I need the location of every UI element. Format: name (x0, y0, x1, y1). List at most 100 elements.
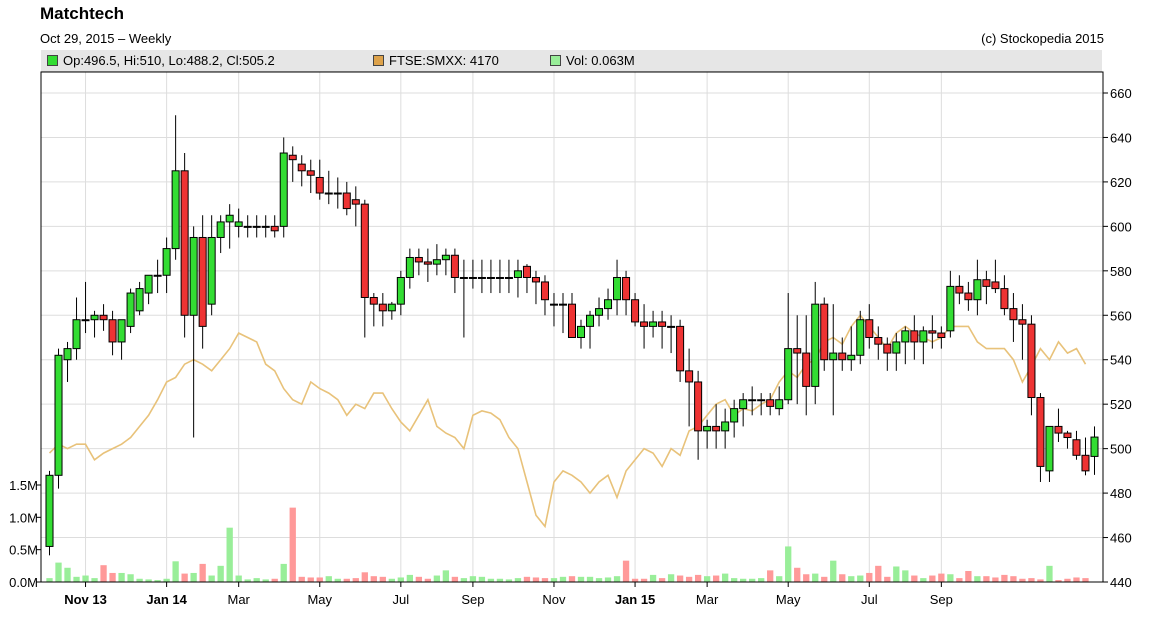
candle-body (135, 288, 144, 312)
volume-bar (433, 575, 441, 582)
volume-bar (785, 546, 792, 582)
candle-body (1054, 425, 1063, 434)
price-axis-label: 660 (1110, 86, 1132, 101)
volume-bar (82, 575, 89, 582)
price-axis-label: 480 (1110, 486, 1132, 501)
candle-body (234, 221, 243, 227)
candle-body (928, 330, 937, 334)
candle-body (144, 274, 153, 294)
x-axis-label: Nov 13 (64, 592, 107, 607)
candle-body (396, 276, 405, 305)
volume-bar (875, 565, 882, 582)
volume-bar (1064, 578, 1071, 582)
x-axis-label: Nov (542, 592, 566, 607)
candle-body (216, 221, 225, 238)
volume-bar (514, 578, 522, 582)
candle-body (477, 276, 486, 279)
candle-body (342, 192, 351, 210)
volume-bar (577, 576, 585, 582)
candle-body (261, 225, 270, 228)
volume-bar (965, 571, 972, 582)
candle-body (748, 399, 757, 402)
volume-bar (902, 570, 909, 582)
candle-body (721, 421, 730, 432)
volume-bar (893, 566, 900, 582)
candle-body (468, 276, 477, 279)
volume-bar (803, 574, 810, 582)
candle-body (180, 170, 189, 316)
candle-body (883, 343, 892, 354)
candle-body (802, 352, 811, 387)
candle-body (847, 354, 856, 361)
candle-body (829, 352, 838, 361)
volume-bar (749, 578, 756, 582)
volume-bar (992, 577, 999, 582)
legend-ftse-swatch (373, 55, 384, 66)
candle-body (567, 303, 577, 338)
volume-bar (767, 570, 774, 582)
x-axis-label: May (776, 592, 801, 607)
volume-bar (289, 507, 296, 582)
volume-bar (91, 578, 98, 582)
legend-ohlc: Op:496.5, Hi:510, Lo:488.2, Cl:505.2 (47, 53, 275, 68)
candle-body (63, 348, 72, 361)
volume-bar (163, 578, 170, 582)
volume-bar (172, 561, 179, 582)
candle-body (586, 314, 595, 327)
candle-body (964, 292, 973, 301)
candle-body (739, 399, 748, 410)
volume-bar (1073, 577, 1080, 582)
candle-body (198, 236, 207, 327)
volume-bar (415, 576, 423, 582)
volume-bar (938, 573, 945, 582)
chart-subtitle: Oct 29, 2015 – Weekly (40, 31, 172, 46)
volume-bar (154, 580, 161, 582)
plot-frame (40, 71, 1104, 583)
volume-bar (244, 579, 251, 582)
candle-body (504, 276, 513, 279)
volume-bar (406, 574, 413, 582)
volume-bar (550, 578, 558, 582)
candle-body (495, 276, 504, 279)
candle-body (333, 192, 342, 195)
candle-body (775, 399, 784, 410)
volume-bar (523, 576, 531, 582)
volume-bar (253, 578, 260, 582)
volume-bar (325, 576, 332, 582)
candle-body (757, 399, 766, 402)
x-axis-label: Sep (461, 592, 484, 607)
price-axis-label: 560 (1110, 308, 1132, 323)
volume-bar (505, 579, 513, 582)
volume-bar (974, 576, 981, 582)
candle-body (694, 381, 703, 432)
volume-bar (235, 575, 242, 582)
volume-bar (307, 577, 314, 582)
candle-body (558, 303, 568, 306)
volume-bar (613, 576, 621, 582)
volume-bar (352, 578, 359, 582)
volume-bar (181, 573, 188, 582)
volume-bar (866, 572, 873, 582)
candle-body (81, 319, 90, 322)
candle-body (685, 370, 694, 383)
volume-bar (758, 578, 765, 582)
price-axis-label: 580 (1110, 264, 1132, 279)
candle-body (820, 303, 829, 361)
volume-bar (442, 570, 450, 582)
candle-body (1027, 323, 1036, 399)
volume-bar (361, 572, 368, 582)
candle-body (730, 408, 739, 423)
candle-body (297, 163, 306, 172)
candle-body (369, 296, 378, 305)
candle-body (676, 325, 685, 372)
candle-body (1072, 439, 1081, 456)
candle-body (522, 265, 531, 278)
volume-axis-label: 0.5M (9, 543, 38, 558)
volume-bar (271, 578, 278, 582)
volume-bar (559, 576, 567, 582)
candle-body (405, 256, 414, 278)
volume-bar (884, 576, 891, 582)
price-axis-label: 520 (1110, 397, 1132, 412)
volume-bar (379, 576, 386, 582)
